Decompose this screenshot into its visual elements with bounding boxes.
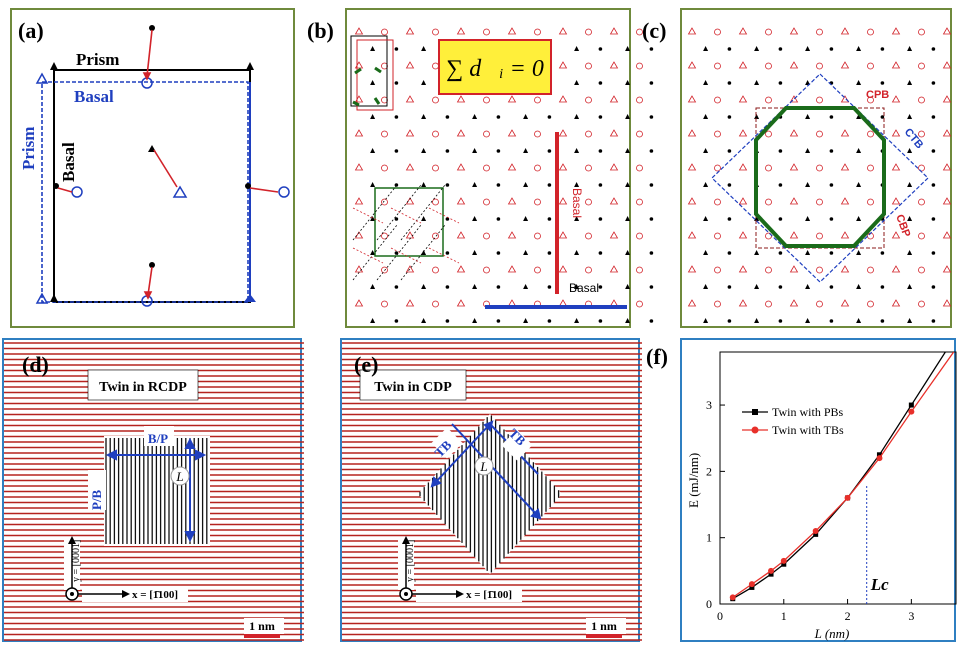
- label-cpb: CPB: [866, 89, 889, 101]
- data-point-pbs: [781, 561, 787, 567]
- data-point-tbs: [844, 494, 851, 501]
- label-ctb: CTB: [902, 126, 926, 151]
- data-point-tbs: [768, 567, 775, 574]
- e-y-axis-label: y = [0001]: [405, 540, 416, 582]
- d-label-L: L: [175, 469, 183, 484]
- d-label-pb: P/B: [89, 489, 104, 510]
- equation-box: [438, 39, 552, 95]
- x-tick-label: 3: [908, 609, 914, 623]
- panel-c-figure: CPB CTB CBP: [687, 27, 952, 323]
- d-y-axis-label: y = [0001]: [71, 540, 82, 582]
- panel-label-a: (a): [18, 18, 44, 43]
- data-point-pbs: [813, 531, 819, 537]
- panel-e-figure: Twin in CDP TB TB L y = [0001] x = [1̄10…: [342, 342, 642, 641]
- data-point-pbs: [876, 452, 882, 458]
- panel-label-b: (b): [307, 18, 334, 43]
- e-label-L: L: [479, 459, 487, 474]
- panel-label-c: (c): [642, 18, 667, 43]
- chart-plot-area: [719, 351, 957, 605]
- data-point-tbs: [908, 408, 915, 415]
- series-line-1: [732, 352, 955, 598]
- panel-e: Twin in CDP TB TB L y = [0001] x = [1̄10…: [340, 338, 642, 642]
- energy-chart: 0 1 2 3 0 1 2 3 Lc E (mJ/nm) L (nm) Twin with P…: [686, 351, 957, 641]
- y-tick-label: 0: [706, 597, 712, 611]
- data-point-tbs: [780, 557, 787, 564]
- label-prism-top: Prism: [76, 50, 119, 69]
- x-tick-label: 0: [717, 609, 723, 623]
- label-basal-side: Basal: [59, 142, 78, 182]
- panel-d: Twin in RCDP B/P P/B L y = [0001] x = [1…: [2, 338, 304, 642]
- data-point-pbs: [749, 584, 755, 590]
- d-scale-label: 1 nm: [249, 619, 275, 633]
- cpb-square: [755, 107, 885, 249]
- chart-legend: Twin with PBs Twin with TBs: [742, 405, 844, 437]
- y-tick-label: 1: [706, 531, 712, 545]
- b-atom-lattice: [354, 27, 654, 323]
- panel-label-d: (d): [22, 352, 49, 377]
- label-basal-top: Basal: [74, 87, 114, 106]
- basal-cell-blue: [41, 81, 249, 303]
- legend-pbs: Twin with PBs: [772, 405, 844, 419]
- label-basal-horizontal: Basal: [569, 281, 599, 295]
- d-label-bp: B/P: [148, 431, 168, 446]
- label-basal-vertical: Basal: [570, 188, 584, 218]
- data-point-pbs: [768, 571, 774, 577]
- series-line-0: [732, 352, 947, 600]
- d-title: Twin in RCDP: [99, 380, 187, 395]
- label-prism-side: Prism: [19, 127, 38, 170]
- e-scale-label: 1 nm: [591, 619, 617, 633]
- panel-f: 0 1 2 3 0 1 2 3 Lc E (mJ/nm) L (nm) Twin with P…: [646, 338, 957, 642]
- panel-label-f: (f): [646, 344, 668, 369]
- panel-a: Prism Basal Prism Basal (a): [10, 8, 295, 328]
- chart-xlabel: L (nm): [814, 626, 850, 641]
- data-point-tbs: [876, 455, 883, 462]
- panel-b-figure: ∑ d⃗ᵢ = 0 Basal Basal: [350, 27, 654, 323]
- x-tick-label: 1: [781, 609, 787, 623]
- e-twin-stripes: [419, 415, 560, 573]
- d-x-axis-label: x = [1̄100]: [132, 589, 178, 601]
- panel-c: CPB CTB CBP (c): [642, 8, 952, 328]
- data-point-tbs: [748, 581, 755, 588]
- panel-d-figure: Twin in RCDP B/P P/B L y = [0001] x = [1…: [4, 342, 304, 641]
- chart-ylabel: E (mJ/nm): [686, 453, 701, 508]
- data-point-pbs: [908, 402, 914, 408]
- e-title: Twin in CDP: [374, 380, 452, 395]
- ctb-diamond: [711, 73, 929, 283]
- b-green-cell: [374, 187, 444, 257]
- sum-equation: ∑ d⃗ᵢ = 0: [446, 56, 544, 82]
- data-point-tbs: [729, 594, 736, 601]
- e-x-axis-label: x = [1̄100]: [466, 589, 512, 601]
- panel-a-figure: Prism Basal Prism Basal: [19, 25, 290, 307]
- y-tick-label: 3: [706, 398, 712, 412]
- data-point-tbs: [812, 528, 819, 535]
- lc-marker-label: Lc: [870, 575, 889, 594]
- panel-label-e: (e): [354, 352, 379, 377]
- panel-b: ∑ d⃗ᵢ = 0 Basal Basal (b): [307, 8, 654, 328]
- y-tick-label: 2: [706, 464, 712, 478]
- octagon-boundary: [754, 106, 886, 248]
- x-tick-label: 2: [845, 609, 851, 623]
- legend-tbs: Twin with TBs: [772, 423, 844, 437]
